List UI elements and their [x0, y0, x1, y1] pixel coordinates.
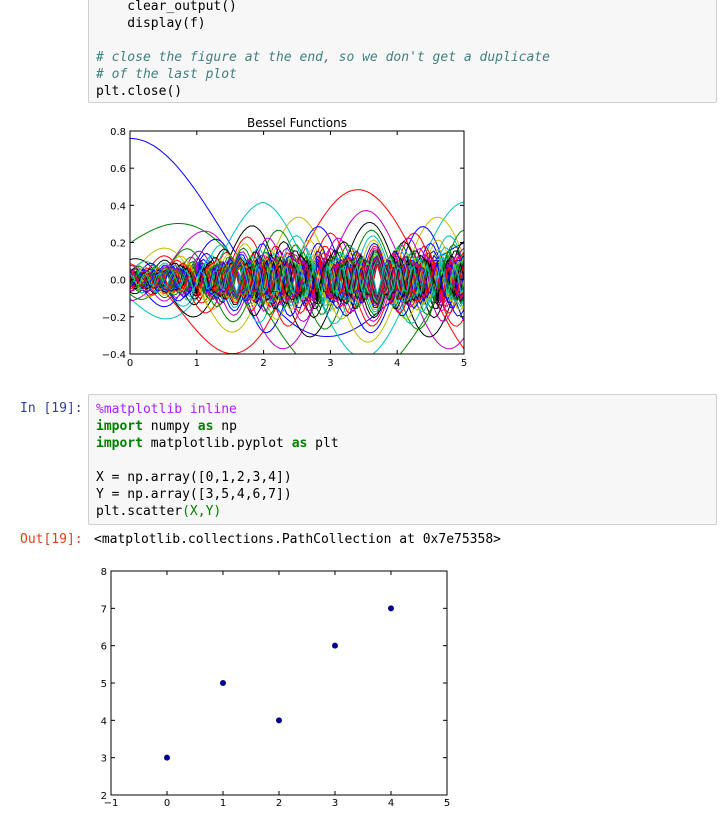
- y-tick-label: 0.0: [110, 276, 126, 287]
- y-tick-label: 0.6: [110, 164, 126, 175]
- x-tick-label: 2: [260, 358, 266, 369]
- code-line: import numpy as np: [96, 418, 237, 435]
- code-line: plt.close(): [96, 84, 183, 99]
- y-tick-label: 0.2: [110, 239, 126, 250]
- code-line: X = np.array([0,1,2,3,4]): [96, 470, 292, 485]
- chart-series-line: [130, 223, 464, 354]
- magic-command: %matplotlib inline: [96, 402, 237, 417]
- x-tick-label: 5: [444, 798, 450, 809]
- tick-group: −1 0 1 2 3 4 5 2 3 4 5 6 7 8: [101, 567, 451, 809]
- x-tick-label: 2: [276, 798, 282, 809]
- code-text: np: [213, 419, 237, 434]
- y-tick-label: 8: [101, 567, 107, 578]
- code-comment: # of the last plot: [96, 67, 237, 82]
- code-line: %matplotlib inline: [96, 401, 237, 418]
- code-line: clear_output(): [96, 0, 237, 14]
- code-text: plt.scatter: [96, 504, 183, 519]
- code-cell-previous[interactable]: clear_output() display(f) # close the fi…: [88, 0, 717, 103]
- y-tick-label: 3: [101, 754, 107, 765]
- y-tick-label: 6: [101, 642, 107, 653]
- x-tick-label: 0: [127, 358, 133, 369]
- scatter-points-group: [164, 605, 394, 761]
- keyword: as: [291, 436, 308, 451]
- y-tick-label: −0.4: [102, 350, 126, 361]
- code-line: plt.scatter(X,Y): [96, 503, 221, 520]
- chart-title: Bessel Functions: [247, 116, 347, 130]
- scatter-point: [332, 642, 338, 649]
- tick-group: 0 1 2 3 4 5 −0.4 −0.2 0.0 0.2 0.4 0.6 0.8: [102, 127, 467, 369]
- x-tick-label: −1: [104, 798, 119, 809]
- x-tick-label: 5: [461, 358, 467, 369]
- y-tick-label: 0.4: [110, 201, 126, 212]
- x-tick-label: 3: [332, 798, 338, 809]
- chart-series-line: [130, 253, 464, 307]
- chart-series-line: [130, 221, 464, 338]
- output-text: <matplotlib.collections.PathCollection a…: [94, 532, 501, 547]
- code-text: plt: [307, 436, 339, 451]
- y-tick-label: 5: [101, 679, 107, 690]
- keyword: import: [96, 436, 143, 451]
- plot-frame: [110, 570, 448, 796]
- x-tick-label: 1: [194, 358, 200, 369]
- x-tick-label: 4: [394, 358, 400, 369]
- scatter-point: [220, 680, 226, 686]
- keyword: as: [197, 419, 214, 434]
- input-prompt: In [19]:: [20, 401, 83, 416]
- code-cell-19[interactable]: %matplotlib inline import numpy as np im…: [88, 394, 717, 525]
- chart-series-line: [130, 261, 464, 298]
- code-text: numpy: [142, 419, 198, 434]
- y-tick-label: 4: [101, 716, 107, 727]
- code-line: import matplotlib.pyplot as plt: [96, 435, 339, 452]
- code-args: (X,Y): [182, 504, 222, 519]
- x-tick-label: 0: [164, 798, 170, 809]
- chart-series-line: [130, 258, 464, 301]
- code-line: Y = np.array([3,5,4,6,7]): [96, 487, 292, 502]
- scatter-point: [388, 605, 394, 612]
- chart-series-line: [130, 263, 464, 297]
- y-tick-label: −0.2: [102, 313, 126, 324]
- x-tick-label: 4: [388, 798, 394, 809]
- output-prompt: Out[19]:: [20, 532, 83, 547]
- chart-series-line: [130, 235, 464, 325]
- chart-series-group: [130, 137, 464, 354]
- scatter-point: [164, 754, 170, 761]
- code-comment: # close the figure at the end, so we don…: [96, 50, 550, 65]
- x-tick-label: 1: [220, 798, 226, 809]
- y-tick-label: 7: [101, 604, 107, 615]
- chart-series-line: [130, 258, 464, 301]
- keyword: import: [96, 419, 143, 434]
- y-tick-label: 2: [101, 791, 107, 802]
- x-tick-label: 3: [327, 358, 333, 369]
- code-line: display(f): [96, 16, 206, 31]
- bessel-chart: Bessel Functions 0 1 2 3 4 5 −0.4 −0.2 0.0 0.2 0.4…: [102, 116, 467, 369]
- chart-series-line: [130, 262, 464, 297]
- code-text: matplotlib.pyplot: [142, 436, 292, 451]
- scatter-point: [276, 717, 282, 724]
- y-tick-label: 0.8: [110, 127, 126, 138]
